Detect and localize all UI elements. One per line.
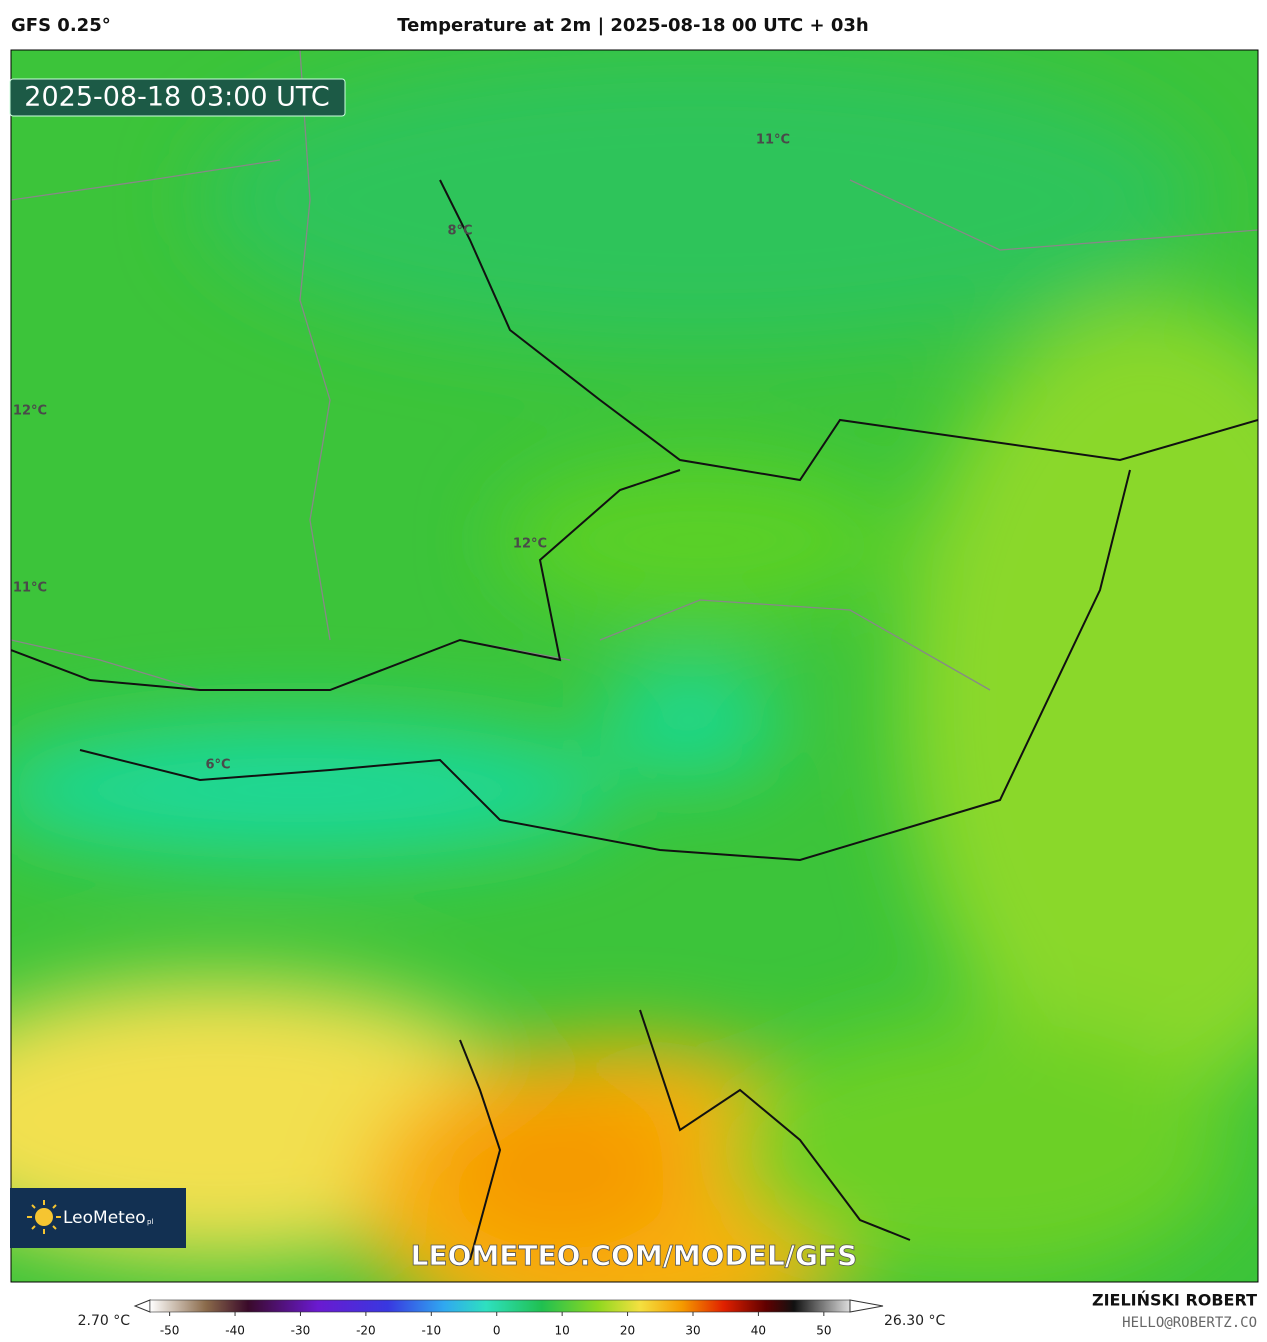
colorbar-tick-label: 50: [816, 1324, 831, 1338]
colorbar-tick-label: 20: [620, 1324, 635, 1338]
map-title: Temperature at 2m | 2025-08-18 00 UTC + …: [397, 15, 868, 36]
field: [11, 720, 620, 860]
colorbar-under: [133, 1299, 151, 1313]
colorbar-ticks: -50 -40 -30 -20 -10 0 10 20 30 40 50: [160, 1312, 831, 1338]
logo-rays: [27, 1200, 61, 1234]
contour-label: 8°C: [447, 224, 472, 239]
author-name: ZIELIŃSKI ROBERT: [1092, 1291, 1257, 1310]
contour-label: 12°C: [513, 537, 547, 552]
border-line: [11, 469, 681, 691]
colorbar-tick-label: 40: [751, 1324, 766, 1338]
colorbar-tick-label: -50: [160, 1324, 180, 1338]
border-line: [439, 179, 1258, 482]
contour-label: 11°C: [13, 581, 47, 596]
colorbar-tick-label: 0: [493, 1324, 501, 1338]
ray: [27, 1200, 61, 1234]
contour-label: 6°C: [205, 758, 230, 773]
field: [200, 50, 1200, 350]
colorbar-tick-label: 10: [555, 1324, 570, 1338]
logo-suffix: pl: [147, 1218, 153, 1226]
colorbar: [149, 1299, 851, 1313]
field: [500, 460, 900, 620]
colorbar-tick-label: -40: [225, 1324, 245, 1338]
field: [900, 300, 1258, 1100]
colorbar-tick-label: -30: [291, 1324, 311, 1338]
contour-labels: 11°C 8°C 12°C 12°C 11°C 6°C: [13, 133, 790, 773]
timestamp-box: [9, 78, 346, 117]
author-email: HELLO@ROBERTZ.CO: [1122, 1315, 1257, 1331]
colorbar-max: 26.30 °C: [884, 1313, 946, 1329]
contour-label: 11°C: [756, 133, 790, 148]
colorbar-tick-label: -20: [356, 1324, 376, 1338]
national-borders: [11, 179, 1258, 1261]
logo-sun: [35, 1208, 53, 1226]
watermark: LEOMETEO.COM/MODEL/GFS: [411, 1239, 858, 1272]
field: [600, 660, 780, 780]
colorbar-over: [849, 1299, 884, 1313]
colorbar-min: 2.70 °C: [78, 1313, 131, 1329]
field: [440, 1090, 680, 1250]
logo-name: LeoMeteo: [63, 1208, 146, 1228]
timestamp: 2025-08-18 03:00 UTC: [24, 82, 329, 113]
contour-label: 12°C: [13, 404, 47, 419]
model-name: GFS 0.25°: [11, 15, 111, 36]
map-frame: [10, 49, 1259, 1283]
map: [11, 50, 1258, 1282]
border-line: [79, 469, 1131, 862]
colorbar-tick-label: -10: [422, 1324, 442, 1338]
colorbar-tick-label: 30: [685, 1324, 700, 1338]
coastline: [459, 1009, 911, 1261]
